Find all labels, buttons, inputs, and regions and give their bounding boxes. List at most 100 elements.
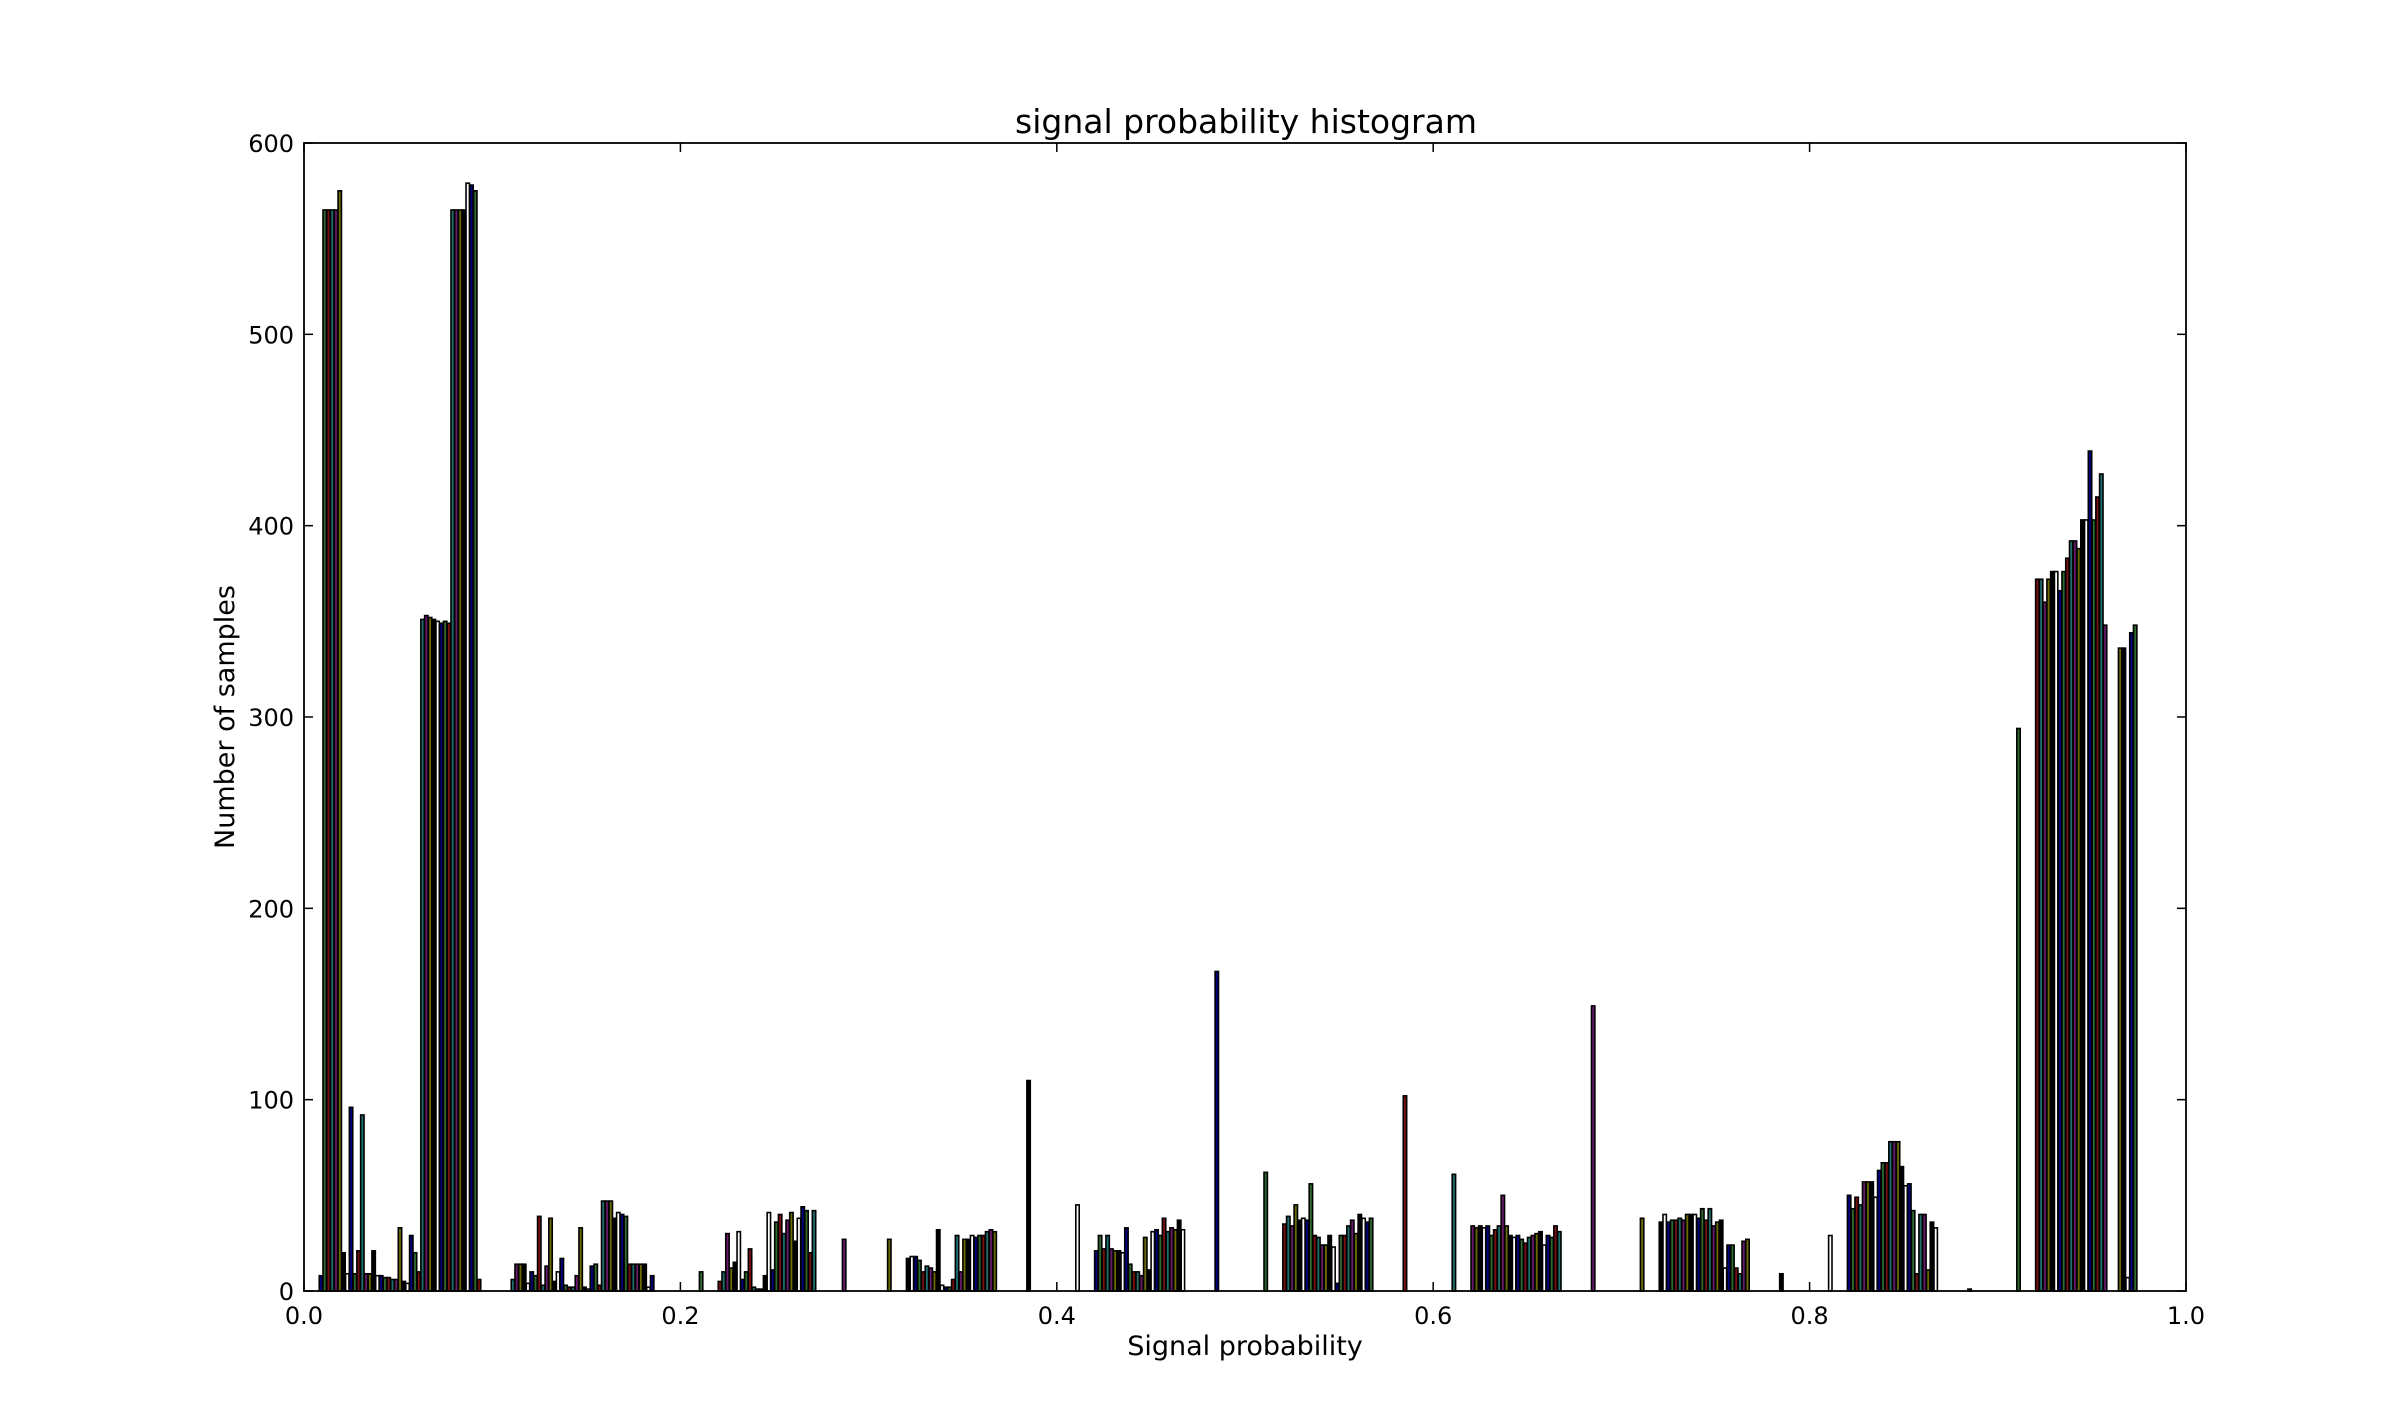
histogram-bar (1711, 1225, 1717, 1292)
histogram-bar (619, 1213, 625, 1292)
histogram-bar (1549, 1236, 1555, 1292)
histogram-bar (1895, 1140, 1901, 1292)
histogram-bar (341, 1251, 347, 1292)
histogram-bar (408, 1234, 414, 1292)
histogram-bar (2016, 727, 2022, 1292)
histogram-bar (1346, 1225, 1352, 1292)
histogram-bar (1323, 1244, 1329, 1292)
histogram-bar (732, 1261, 738, 1292)
histogram-bar (916, 1259, 922, 1292)
histogram-bar (333, 209, 339, 1292)
histogram-bar (389, 1278, 395, 1292)
histogram-bar (1172, 1228, 1178, 1292)
histogram-bar (2057, 589, 2063, 1292)
histogram-bar (386, 1276, 392, 1292)
histogram-bar (1703, 1219, 1709, 1292)
histogram-bar (517, 1263, 523, 1292)
histogram-bar (988, 1228, 994, 1292)
histogram-bar (2132, 624, 2138, 1292)
histogram-bar (450, 209, 456, 1292)
histogram-bar (1357, 1213, 1363, 1292)
histogram-bar (1511, 1236, 1517, 1292)
histogram-bar (1921, 1213, 1927, 1292)
histogram-bar (1669, 1219, 1675, 1292)
histogram-bar (1312, 1234, 1318, 1292)
histogram-bar (1688, 1213, 1694, 1292)
histogram-bar (1176, 1219, 1182, 1292)
histogram-bar (416, 1271, 422, 1292)
histogram-bar (612, 1217, 618, 1292)
histogram-bar (325, 209, 331, 1292)
histogram-bar (1526, 1236, 1532, 1292)
x-tick-label: 0.8 (1791, 1302, 1829, 1330)
histogram-bar (788, 1211, 794, 1292)
histogram-bar (920, 1271, 926, 1292)
histogram-bar (2095, 496, 2101, 1292)
histogram-bar (770, 1269, 776, 1292)
histogram-bar (698, 1271, 704, 1292)
histogram-bar (1330, 1246, 1336, 1292)
histogram-bar (721, 1271, 727, 1292)
histogram-bar (401, 1280, 407, 1292)
histogram-bar (950, 1278, 956, 1292)
histogram-bar (472, 190, 478, 1292)
histogram-bar (1334, 1282, 1340, 1292)
histogram-bar (1553, 1225, 1559, 1292)
histogram-bar (337, 190, 343, 1292)
histogram-bar (962, 1238, 968, 1292)
histogram-bar (1142, 1236, 1148, 1292)
histogram-bar (2049, 570, 2055, 1292)
histogram-bar (348, 1106, 354, 1292)
histogram-bar (1504, 1225, 1510, 1292)
histogram-bar (393, 1278, 399, 1292)
histogram-bar (593, 1263, 599, 1292)
histogram-bar (2068, 540, 2074, 1292)
histogram-bar (2121, 647, 2127, 1292)
x-axis-ticks: 0.0 0.2 0.4 0.6 0.8 1.0 (285, 143, 2205, 1330)
histogram-bar (1496, 1225, 1502, 1292)
x-tick-label: 0.2 (661, 1302, 699, 1330)
histogram-bar (2091, 519, 2097, 1292)
histogram-bar (1865, 1181, 1871, 1292)
x-tick-label: 0.0 (285, 1302, 323, 1330)
histogram-bar (1541, 1244, 1547, 1292)
histogram-bar (1289, 1225, 1295, 1292)
histogram-bar (559, 1257, 565, 1292)
histogram-bar (1884, 1162, 1890, 1292)
histogram-bar (374, 1274, 380, 1292)
histogram-bar (521, 1263, 527, 1292)
histogram-bar (1850, 1207, 1856, 1292)
histogram-bar (1361, 1217, 1367, 1292)
histogram-bar (435, 620, 441, 1292)
histogram-bar (773, 1221, 779, 1292)
histogram-bar (1026, 1079, 1032, 1292)
histogram-bar (1282, 1223, 1288, 1292)
histogram-bar (977, 1234, 983, 1292)
histogram-bar (1105, 1234, 1111, 1292)
histogram-bar (1139, 1274, 1144, 1292)
histogram-bar (811, 1209, 817, 1292)
histogram-bar (649, 1274, 655, 1292)
histogram-bar (1097, 1234, 1103, 1292)
histogram-bar (1677, 1217, 1683, 1292)
histogram-bar (992, 1230, 998, 1292)
histogram-bar (548, 1217, 554, 1292)
histogram-bar (1906, 1183, 1912, 1292)
histogram-bar (1537, 1230, 1543, 1292)
histogram-bar (1515, 1234, 1521, 1292)
histogram-bar (1327, 1234, 1333, 1292)
histogram-bar (1161, 1217, 1167, 1292)
histogram-bar (1402, 1095, 1408, 1292)
x-tick-label: 1.0 (2167, 1302, 2205, 1330)
histogram-bar (1315, 1236, 1321, 1292)
histogram-bar (1500, 1194, 1506, 1292)
histogram-bar (1297, 1219, 1303, 1292)
histogram-bar (1914, 1272, 1920, 1292)
x-tick-label: 0.4 (1038, 1302, 1076, 1330)
histogram-bar (1872, 1196, 1878, 1292)
histogram-bar (382, 1276, 388, 1292)
histogram-bar (318, 1274, 324, 1292)
histogram-bar (909, 1255, 915, 1292)
histogram-bar (1933, 1227, 1939, 1292)
